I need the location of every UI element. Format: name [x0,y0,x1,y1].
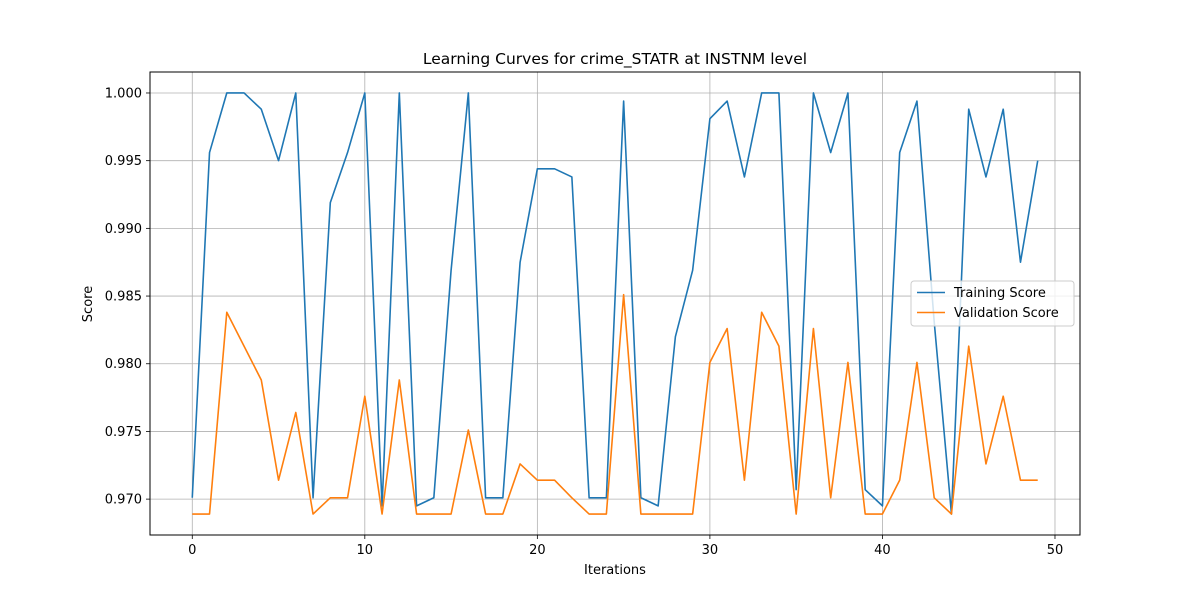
plot-area [149,71,1081,536]
y-tick-label: 1.000 [105,86,142,101]
y-tick-label: 0.975 [105,425,142,440]
y-tick-label: 0.970 [105,493,142,508]
y-tick-label: 0.995 [105,154,142,169]
series-line-validation-score [192,293,1038,515]
y-tick-label: 0.980 [105,357,142,372]
series-lines [191,92,1039,515]
legend-box [910,280,1075,327]
y-tick-label: 0.985 [105,290,142,305]
x-axis-ticks: 0 10 20 30 40 50 [188,535,1063,558]
legend-label: Training Score [953,286,1046,301]
x-tick-label: 40 [874,543,891,558]
y-tick-label: 0.990 [105,222,142,237]
legend-label: Validation Score [954,306,1059,321]
y-axis-ticks: 0.970 0.975 0.980 0.985 0.990 0.995 1.000 [105,86,150,508]
x-tick-label: 0 [188,543,196,558]
y-axis-label: Score [81,286,96,322]
x-tick-label: 20 [529,543,546,558]
x-tick-label: 10 [357,543,374,558]
legend: Training Score Validation Score [910,280,1075,327]
x-tick-label: 50 [1047,543,1064,558]
x-axis-label: Iterations [584,563,646,578]
series-line-training-score [191,92,1039,515]
chart-title: Learning Curves for crime_STATR at INSTN… [423,50,807,69]
x-tick-label: 30 [702,543,719,558]
